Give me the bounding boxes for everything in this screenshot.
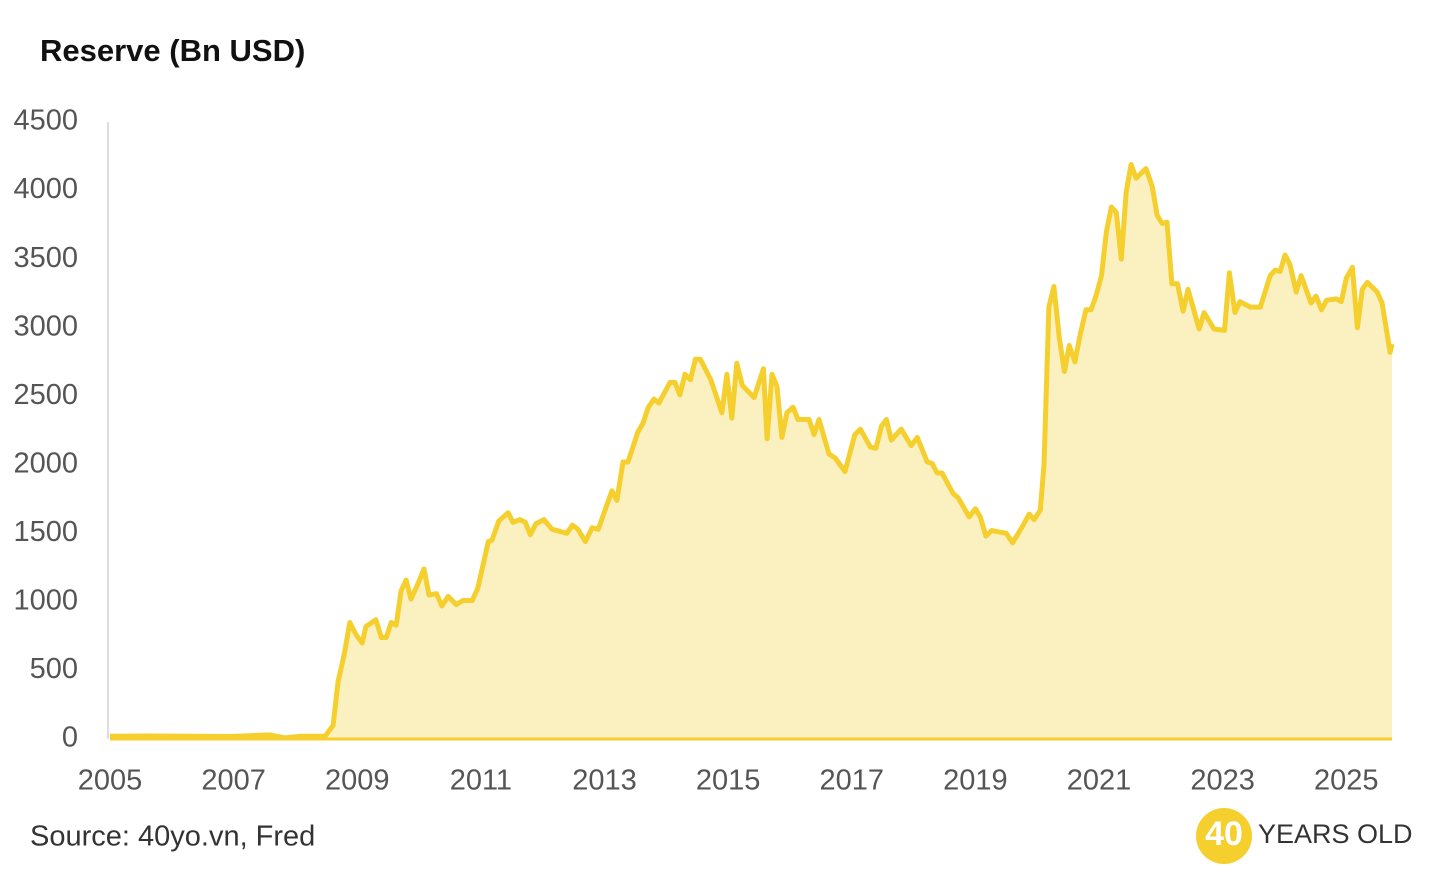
x-tick-label: 2005 <box>78 765 143 797</box>
y-tick-label: 4500 <box>13 105 78 137</box>
area <box>110 164 1392 739</box>
y-tick-label: 0 <box>62 722 78 754</box>
x-tick-label: 2017 <box>819 765 884 797</box>
logo-circle <box>1196 808 1252 864</box>
chart-title: Reserve (Bn USD) <box>40 33 305 68</box>
y-tick-label: 1000 <box>13 585 78 617</box>
y-tick-label: 3000 <box>13 310 78 342</box>
x-tick-label: 2009 <box>325 765 390 797</box>
y-tick-label: 2000 <box>13 447 78 479</box>
y-tick-label: 3500 <box>13 242 78 274</box>
x-tick-label: 2021 <box>1067 765 1132 797</box>
x-tick-label: 2007 <box>201 765 266 797</box>
y-tick-label: 2500 <box>13 379 78 411</box>
x-tick-label: 2013 <box>572 765 637 797</box>
y-tick-label: 500 <box>30 653 78 685</box>
x-tick-label: 2025 <box>1314 765 1379 797</box>
source: Source: 40yo.vn, Fred <box>30 821 315 853</box>
x-tick-label: 2023 <box>1190 765 1255 797</box>
logo-text: YEARS OLD <box>1258 819 1413 849</box>
x-tick-label: 2011 <box>450 765 512 797</box>
line <box>109 162 1395 741</box>
x-tick-label: 2015 <box>696 765 761 797</box>
logo-number: 40 <box>1205 815 1243 853</box>
x-tick-label: 2019 <box>943 765 1008 797</box>
y-tick-label: 1500 <box>13 516 78 548</box>
y-tick-label: 4000 <box>13 173 78 205</box>
